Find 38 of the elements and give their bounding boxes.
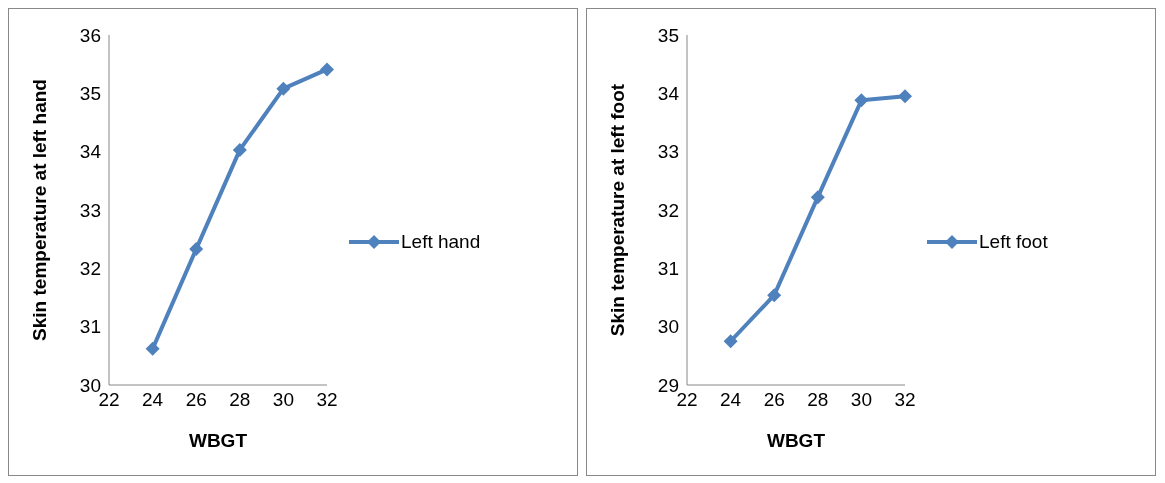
x-tick-label: 26: [185, 389, 207, 411]
y-tick-label: 34: [79, 141, 102, 163]
point: [854, 93, 869, 108]
x-tick-label: 32: [316, 389, 338, 411]
x-tick-label: 30: [850, 389, 872, 411]
y-axis-title: Skin temperature at left foot: [606, 83, 628, 337]
x-tick-label: 26: [763, 389, 785, 411]
legend-label: Left hand: [401, 231, 481, 253]
y-tick-label: 34: [657, 83, 680, 105]
x-axis-title: WBGT: [766, 430, 826, 451]
y-tick-label: 31: [657, 258, 679, 280]
point: [232, 142, 247, 157]
y-tick-label: 33: [79, 199, 101, 221]
y-tick-label: 32: [79, 258, 101, 280]
x-tick-label: 28: [229, 389, 251, 411]
y-tick-label: 33: [657, 141, 679, 163]
x-tick-label: 30: [272, 389, 294, 411]
y-tick-label: 36: [79, 24, 101, 46]
point: [189, 242, 204, 257]
x-axis-title: WBGT: [188, 430, 248, 451]
point: [723, 334, 738, 349]
point: [276, 81, 291, 96]
y-tick-label: 30: [657, 316, 679, 338]
point: [320, 62, 334, 77]
y-tick-label: 31: [79, 316, 101, 338]
y-axis-title: Skin temperature at left hand: [28, 79, 50, 341]
x-tick-label: 32: [894, 389, 916, 411]
x-tick-label: 24: [720, 389, 742, 411]
x-tick-label: 28: [807, 389, 829, 411]
y-tick-label: 32: [657, 199, 679, 221]
point: [767, 288, 782, 303]
x-tick-label: 24: [142, 389, 164, 411]
point: [145, 341, 160, 356]
y-tick-label: 35: [657, 24, 679, 46]
y-tick-label: 35: [79, 83, 101, 105]
point: [898, 89, 912, 104]
point: [810, 190, 825, 205]
legend-label: Left foot: [979, 231, 1048, 253]
